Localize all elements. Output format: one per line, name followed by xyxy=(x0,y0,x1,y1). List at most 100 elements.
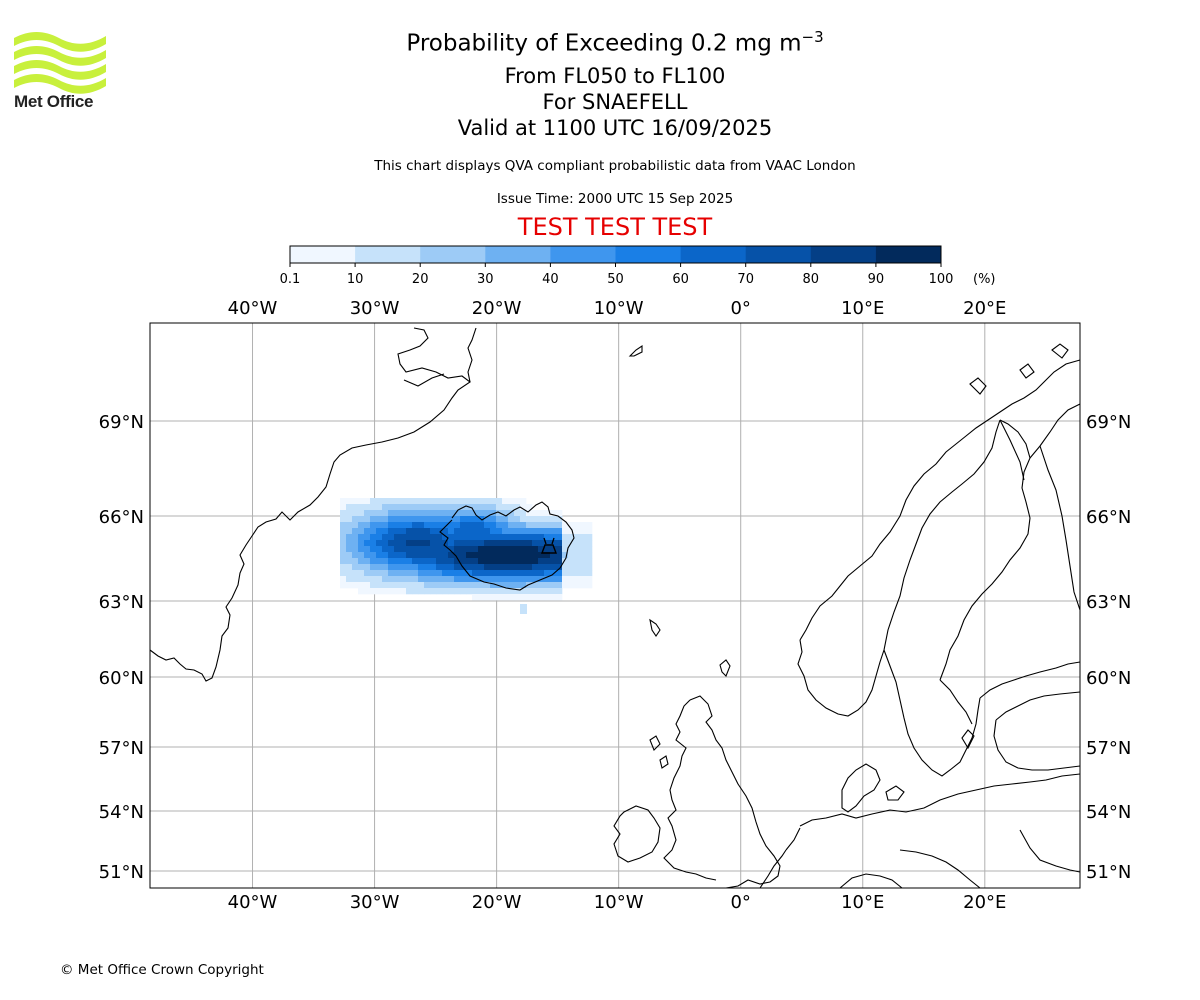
probability-cell xyxy=(418,510,425,517)
lat-label-left: 57°N xyxy=(99,738,144,759)
probability-cell xyxy=(508,534,515,541)
probability-cell xyxy=(442,510,449,517)
volcano-icon xyxy=(540,537,558,554)
probability-cell xyxy=(544,594,551,601)
probability-cell xyxy=(376,516,383,523)
probability-cell xyxy=(430,546,437,553)
probability-cell xyxy=(472,576,479,583)
probability-cell xyxy=(340,552,347,559)
probability-cell xyxy=(436,510,443,517)
probability-cell xyxy=(382,588,389,595)
probability-cell xyxy=(514,594,521,601)
probability-cell xyxy=(424,564,431,571)
coastline-segment xyxy=(649,618,661,637)
probability-cell xyxy=(520,528,527,535)
probability-cell xyxy=(526,546,533,553)
probability-cell xyxy=(376,540,383,547)
lon-label-bottom: 20°W xyxy=(472,892,522,913)
probability-cell xyxy=(352,570,359,577)
probability-cell xyxy=(376,504,383,511)
probability-cell xyxy=(526,552,533,559)
probability-cell xyxy=(532,546,539,553)
probability-cell xyxy=(394,588,401,595)
coastline-segment xyxy=(1019,363,1035,379)
probability-cell xyxy=(502,504,509,511)
probability-cell xyxy=(448,546,455,553)
probability-cell xyxy=(502,552,509,559)
probability-cell xyxy=(394,558,401,565)
probability-cell xyxy=(526,558,533,565)
probability-cell xyxy=(388,588,395,595)
probability-cell xyxy=(502,594,509,601)
probability-cell xyxy=(346,570,353,577)
probability-cell xyxy=(388,564,395,571)
probability-cell xyxy=(538,570,545,577)
probability-cell xyxy=(514,552,521,559)
probability-cell xyxy=(442,588,449,595)
coastline-segment xyxy=(999,419,1025,481)
probability-cell xyxy=(562,558,569,565)
probability-cell xyxy=(358,498,365,505)
probability-cell xyxy=(448,582,455,589)
probability-cell xyxy=(526,528,533,535)
probability-cell xyxy=(460,570,467,577)
probability-cell xyxy=(370,540,377,547)
probability-cell xyxy=(484,504,491,511)
copyright: © Met Office Crown Copyright xyxy=(60,962,264,978)
probability-cell xyxy=(370,546,377,553)
probability-cell xyxy=(526,516,533,523)
probability-cell xyxy=(424,570,431,577)
probability-cell xyxy=(448,588,455,595)
probability-cell xyxy=(550,540,557,547)
coastline-segment xyxy=(993,719,1081,771)
probability-cell xyxy=(574,540,581,547)
probability-cell xyxy=(412,582,419,589)
probability-cell xyxy=(532,540,539,547)
probability-cell xyxy=(490,528,497,535)
probability-cell xyxy=(562,570,569,577)
probability-cell xyxy=(382,528,389,535)
probability-cell xyxy=(586,546,593,553)
probability-cell xyxy=(484,582,491,589)
probability-cell xyxy=(478,570,485,577)
probability-cell xyxy=(358,522,365,529)
probability-cell xyxy=(544,540,551,547)
coastline-segment xyxy=(759,849,787,889)
coastline-segment xyxy=(797,639,885,717)
probability-cell xyxy=(454,558,461,565)
probability-cell xyxy=(502,564,509,571)
probability-cell xyxy=(514,546,521,553)
probability-cell xyxy=(376,522,383,529)
probability-cell xyxy=(382,570,389,577)
probability-cell xyxy=(574,576,581,583)
coastline-segment xyxy=(969,377,987,395)
probability-cell xyxy=(388,552,395,559)
probability-cell xyxy=(556,528,563,535)
probability-cell xyxy=(436,570,443,577)
lat-label-left: 51°N xyxy=(99,862,144,883)
probability-cell xyxy=(502,498,509,505)
probability-cell xyxy=(382,504,389,511)
probability-cell xyxy=(496,546,503,553)
probability-cell xyxy=(472,582,479,589)
probability-cell xyxy=(340,504,347,511)
probability-cell xyxy=(466,528,473,535)
probability-cell xyxy=(490,510,497,517)
probability-cell xyxy=(580,528,587,535)
coastline-segment xyxy=(885,785,905,801)
probability-cell xyxy=(418,552,425,559)
probability-cell xyxy=(394,564,401,571)
probability-cell xyxy=(544,558,551,565)
probability-cell xyxy=(442,504,449,511)
probability-cell xyxy=(406,570,413,577)
probability-cell xyxy=(460,498,467,505)
probability-cell xyxy=(394,528,401,535)
probability-cell xyxy=(388,570,395,577)
probability-cell xyxy=(520,516,527,523)
probability-cell xyxy=(490,564,497,571)
coastline-segment xyxy=(1019,829,1081,873)
probability-cell xyxy=(454,588,461,595)
probability-cell xyxy=(400,522,407,529)
probability-cell xyxy=(400,588,407,595)
probability-cell xyxy=(490,594,497,601)
